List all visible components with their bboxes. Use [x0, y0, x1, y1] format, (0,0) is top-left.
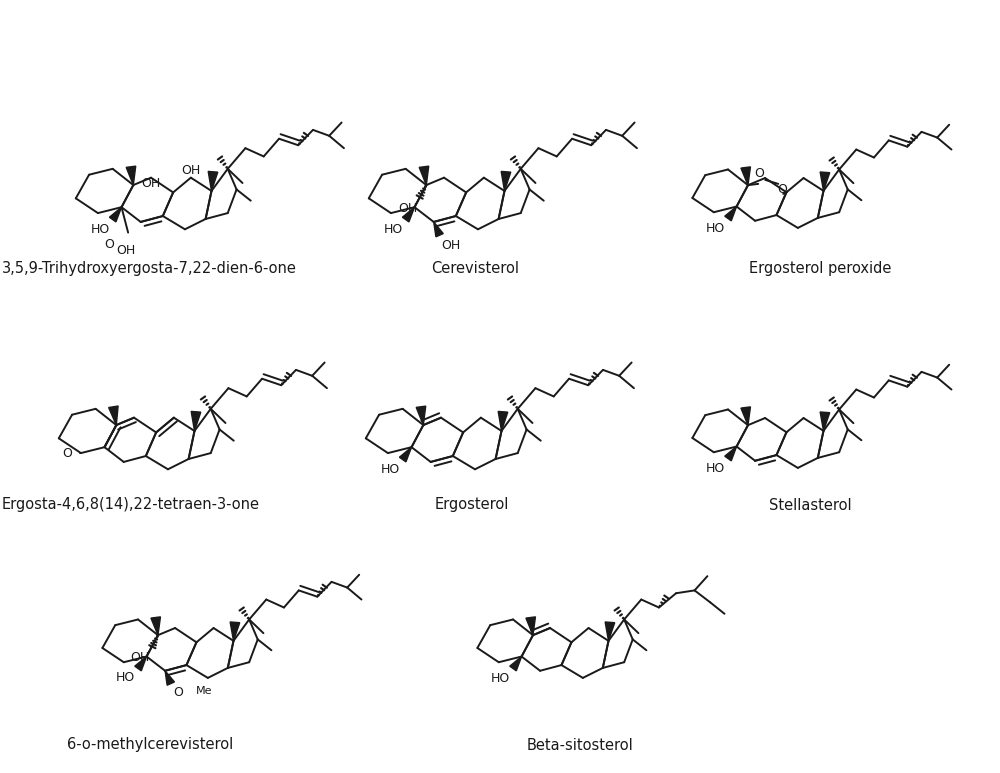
Text: OH: OH	[441, 239, 460, 252]
Text: HO: HO	[380, 463, 400, 476]
Polygon shape	[741, 407, 750, 425]
Polygon shape	[191, 411, 201, 431]
Text: OH: OH	[130, 651, 149, 664]
Text: Ergosta-4,6,8(14),22-tetraen-3-one: Ergosta-4,6,8(14),22-tetraen-3-one	[2, 498, 260, 512]
Text: HO: HO	[90, 223, 110, 237]
Text: HO: HO	[491, 673, 510, 685]
Text: Ergosterol peroxide: Ergosterol peroxide	[749, 261, 891, 275]
Polygon shape	[725, 206, 737, 221]
Text: OH: OH	[141, 176, 161, 189]
Text: 6-o-methylcerevisterol: 6-o-methylcerevisterol	[67, 737, 233, 752]
Text: OH: OH	[116, 244, 136, 257]
Text: Stellasterol: Stellasterol	[769, 498, 851, 512]
Polygon shape	[416, 406, 426, 425]
Text: OH: OH	[398, 203, 417, 215]
Text: O: O	[104, 238, 114, 251]
Polygon shape	[208, 172, 218, 191]
Polygon shape	[725, 447, 737, 461]
Polygon shape	[501, 172, 511, 191]
Text: HO: HO	[706, 462, 725, 475]
Polygon shape	[151, 617, 160, 635]
Polygon shape	[109, 207, 122, 222]
Polygon shape	[402, 207, 415, 222]
Polygon shape	[434, 222, 443, 237]
Polygon shape	[399, 447, 412, 462]
Text: O: O	[62, 447, 72, 460]
Text: Me: Me	[196, 686, 213, 696]
Text: HO: HO	[383, 223, 403, 237]
Polygon shape	[510, 656, 522, 671]
Polygon shape	[498, 411, 508, 431]
Polygon shape	[165, 671, 174, 685]
Polygon shape	[820, 412, 830, 431]
Polygon shape	[605, 622, 615, 641]
Polygon shape	[741, 167, 750, 186]
Polygon shape	[526, 617, 535, 635]
Text: O: O	[777, 183, 787, 196]
Text: O: O	[754, 168, 764, 180]
Text: O: O	[173, 686, 183, 700]
Polygon shape	[126, 166, 136, 185]
Text: HO: HO	[116, 671, 135, 684]
Polygon shape	[109, 406, 118, 425]
Polygon shape	[135, 656, 147, 671]
Text: 3,5,9-Trihydroxyergosta-7,22-dien-6-one: 3,5,9-Trihydroxyergosta-7,22-dien-6-one	[2, 261, 297, 275]
Text: Ergosterol: Ergosterol	[435, 498, 509, 512]
Polygon shape	[820, 172, 830, 191]
Polygon shape	[419, 166, 429, 185]
Text: Cerevisterol: Cerevisterol	[431, 261, 519, 275]
Text: Beta-sitosterol: Beta-sitosterol	[527, 737, 633, 752]
Polygon shape	[230, 622, 240, 641]
Text: OH: OH	[181, 165, 200, 178]
Text: HO: HO	[706, 222, 725, 235]
